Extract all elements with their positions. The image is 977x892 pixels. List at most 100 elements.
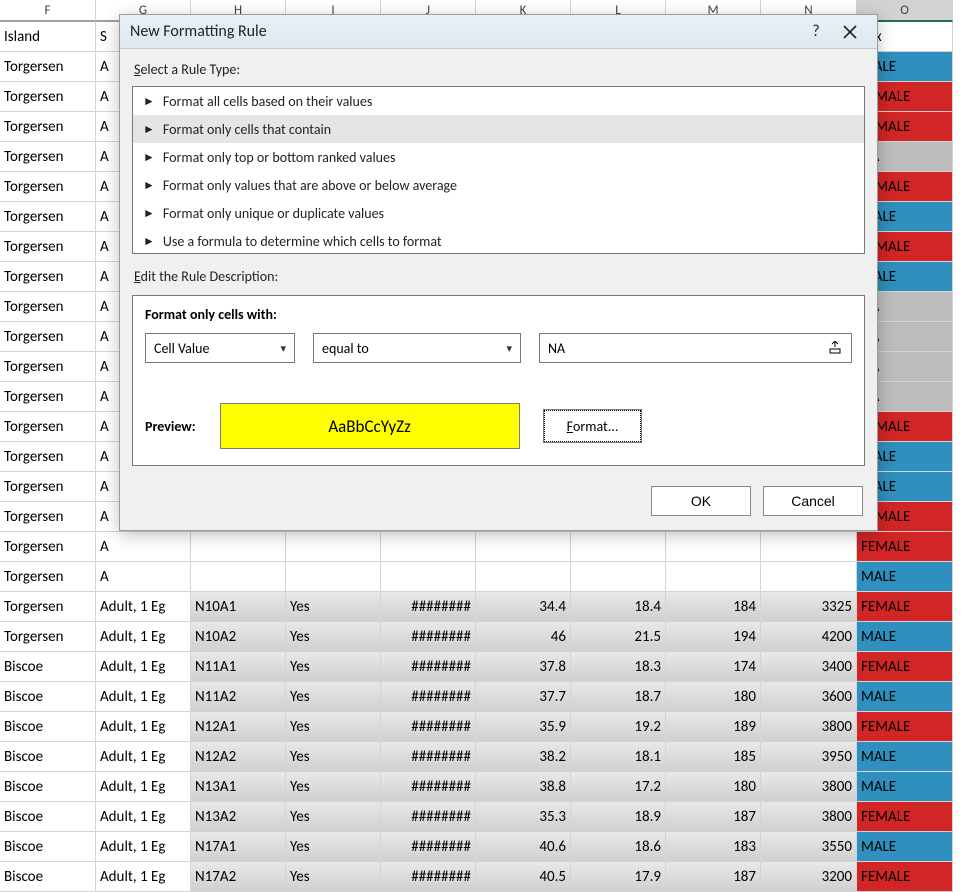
- cell-L[interactable]: 18.1: [571, 742, 666, 772]
- cell-I[interactable]: Yes: [286, 712, 381, 742]
- cell-O[interactable]: FEMALE: [857, 652, 953, 682]
- cell-H[interactable]: [191, 562, 286, 592]
- cell-F[interactable]: Torgersen: [0, 202, 96, 232]
- cell-I[interactable]: Yes: [286, 652, 381, 682]
- cell-M[interactable]: 180: [666, 772, 761, 802]
- cell-M[interactable]: 194: [666, 622, 761, 652]
- cell-O[interactable]: MALE: [857, 772, 953, 802]
- cell-J[interactable]: ########: [381, 862, 476, 892]
- cell-H[interactable]: N11A2: [191, 682, 286, 712]
- cell-H[interactable]: N17A1: [191, 832, 286, 862]
- cell-H[interactable]: N17A2: [191, 862, 286, 892]
- cell-G[interactable]: A: [96, 562, 191, 592]
- cell-F[interactable]: Torgersen: [0, 262, 96, 292]
- cell-F[interactable]: Torgersen: [0, 472, 96, 502]
- cell-K[interactable]: 37.7: [476, 682, 571, 712]
- cell-J[interactable]: ########: [381, 652, 476, 682]
- rule-type-option[interactable]: ►Format only values that are above or be…: [133, 171, 864, 199]
- cell-F[interactable]: Torgersen: [0, 532, 96, 562]
- cell-G[interactable]: Adult, 1 Eg: [96, 802, 191, 832]
- cell-J[interactable]: ########: [381, 772, 476, 802]
- cell-J[interactable]: ########: [381, 802, 476, 832]
- cell-M[interactable]: 184: [666, 592, 761, 622]
- cell-I[interactable]: Yes: [286, 832, 381, 862]
- cell-F[interactable]: Torgersen: [0, 82, 96, 112]
- cell-K[interactable]: 40.6: [476, 832, 571, 862]
- cell-J[interactable]: ########: [381, 622, 476, 652]
- header-island[interactable]: Island: [0, 22, 96, 52]
- cell-F[interactable]: Biscoe: [0, 772, 96, 802]
- cell-F[interactable]: Biscoe: [0, 862, 96, 892]
- cell-G[interactable]: Adult, 1 Eg: [96, 622, 191, 652]
- cell-G[interactable]: Adult, 1 Eg: [96, 652, 191, 682]
- cell-F[interactable]: Torgersen: [0, 52, 96, 82]
- comparison-value-input[interactable]: NA: [539, 333, 852, 363]
- cell-M[interactable]: [666, 562, 761, 592]
- cell-J[interactable]: [381, 532, 476, 562]
- cell-J[interactable]: ########: [381, 832, 476, 862]
- cell-J[interactable]: [381, 562, 476, 592]
- cell-F[interactable]: Biscoe: [0, 832, 96, 862]
- ok-button[interactable]: OK: [651, 486, 751, 516]
- cell-K[interactable]: 46: [476, 622, 571, 652]
- cell-H[interactable]: N13A2: [191, 802, 286, 832]
- cell-O[interactable]: FEMALE: [857, 592, 953, 622]
- cell-G[interactable]: Adult, 1 Eg: [96, 592, 191, 622]
- cell-I[interactable]: Yes: [286, 622, 381, 652]
- cell-G[interactable]: Adult, 1 Eg: [96, 862, 191, 892]
- cell-G[interactable]: Adult, 1 Eg: [96, 772, 191, 802]
- cell-G[interactable]: Adult, 1 Eg: [96, 682, 191, 712]
- cell-F[interactable]: Torgersen: [0, 592, 96, 622]
- cell-N[interactable]: [761, 562, 857, 592]
- cell-F[interactable]: Torgersen: [0, 622, 96, 652]
- cell-I[interactable]: Yes: [286, 772, 381, 802]
- cell-I[interactable]: Yes: [286, 742, 381, 772]
- cell-F[interactable]: Torgersen: [0, 562, 96, 592]
- cell-K[interactable]: [476, 532, 571, 562]
- cancel-button[interactable]: Cancel: [763, 486, 863, 516]
- cell-O[interactable]: MALE: [857, 742, 953, 772]
- cell-F[interactable]: Biscoe: [0, 682, 96, 712]
- cell-N[interactable]: 3200: [761, 862, 857, 892]
- cell-M[interactable]: 189: [666, 712, 761, 742]
- cell-H[interactable]: N12A1: [191, 712, 286, 742]
- cell-M[interactable]: 187: [666, 862, 761, 892]
- cell-G[interactable]: A: [96, 532, 191, 562]
- cell-O[interactable]: FEMALE: [857, 862, 953, 892]
- cell-I[interactable]: Yes: [286, 592, 381, 622]
- cell-H[interactable]: [191, 532, 286, 562]
- cell-N[interactable]: 3325: [761, 592, 857, 622]
- cell-F[interactable]: Torgersen: [0, 382, 96, 412]
- cell-G[interactable]: Adult, 1 Eg: [96, 712, 191, 742]
- cell-K[interactable]: 35.9: [476, 712, 571, 742]
- cell-K[interactable]: 38.2: [476, 742, 571, 772]
- cell-L[interactable]: 18.9: [571, 802, 666, 832]
- cell-L[interactable]: 18.4: [571, 592, 666, 622]
- cell-F[interactable]: Torgersen: [0, 232, 96, 262]
- cell-F[interactable]: Biscoe: [0, 742, 96, 772]
- operator-combo[interactable]: equal to▾: [313, 333, 521, 363]
- cell-L[interactable]: [571, 562, 666, 592]
- cell-J[interactable]: ########: [381, 712, 476, 742]
- cell-K[interactable]: 35.3: [476, 802, 571, 832]
- cell-H[interactable]: N11A1: [191, 652, 286, 682]
- cell-L[interactable]: 18.6: [571, 832, 666, 862]
- rule-type-list[interactable]: ►Format all cells based on their values ►…: [132, 86, 865, 254]
- cell-F[interactable]: Biscoe: [0, 802, 96, 832]
- cell-K[interactable]: 40.5: [476, 862, 571, 892]
- cell-F[interactable]: Torgersen: [0, 442, 96, 472]
- cell-K[interactable]: 34.4: [476, 592, 571, 622]
- cell-N[interactable]: 3800: [761, 712, 857, 742]
- cell-I[interactable]: Yes: [286, 802, 381, 832]
- cell-F[interactable]: Torgersen: [0, 502, 96, 532]
- rule-type-option[interactable]: ►Format all cells based on their values: [133, 87, 864, 115]
- cell-O[interactable]: MALE: [857, 562, 953, 592]
- cell-N[interactable]: 3800: [761, 772, 857, 802]
- cell-H[interactable]: N13A1: [191, 772, 286, 802]
- cell-M[interactable]: [666, 532, 761, 562]
- cell-value-combo[interactable]: Cell Value▾: [145, 333, 295, 363]
- cell-L[interactable]: 18.3: [571, 652, 666, 682]
- cell-G[interactable]: Adult, 1 Eg: [96, 742, 191, 772]
- cell-M[interactable]: 185: [666, 742, 761, 772]
- cell-K[interactable]: [476, 562, 571, 592]
